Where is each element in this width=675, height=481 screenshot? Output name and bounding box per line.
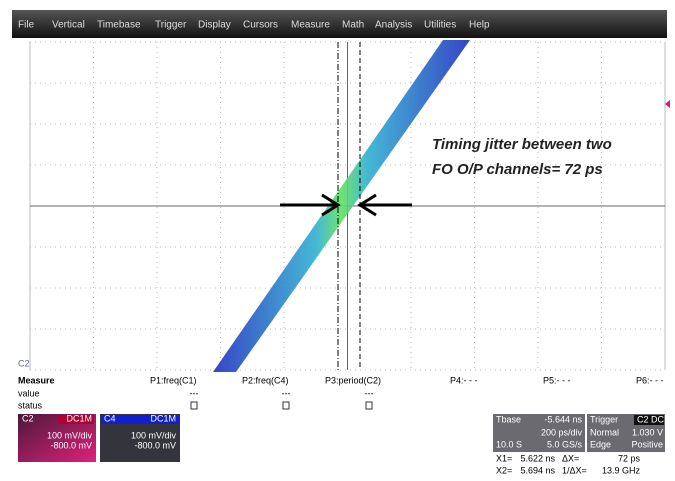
coupling: DC <box>651 414 664 424</box>
param-value: --- <box>365 388 374 398</box>
measure-title: Measure <box>18 375 55 385</box>
delay: -5.644 ns <box>544 414 582 424</box>
slope: Positive <box>631 439 663 449</box>
menu-item[interactable]: Cursors <box>243 20 278 31</box>
row-label: value <box>18 388 40 398</box>
menu-item[interactable]: Display <box>198 20 231 31</box>
scope-screen: File Vertical Timebase Trigger Display Cursor… <box>0 0 675 481</box>
menu-item[interactable]: Trigger <box>155 20 187 31</box>
level: 1.030 V <box>632 427 663 437</box>
cursor-value: 5.622 ns <box>520 453 555 463</box>
menu-item[interactable]: Math <box>342 20 364 31</box>
scale: 100 mV/div <box>47 430 93 440</box>
cursor-label: 1/ΔX= <box>562 465 587 475</box>
param-label[interactable]: P1:freq(C1) <box>150 375 197 385</box>
label: Trigger <box>590 414 618 424</box>
menu-item[interactable]: Analysis <box>375 20 412 31</box>
menu-item[interactable]: File <box>18 20 35 31</box>
row-label: status <box>18 400 43 410</box>
cursor-value: 13.9 GHz <box>602 465 641 475</box>
status-icon <box>283 402 289 409</box>
menu-item[interactable]: Utilities <box>424 20 456 31</box>
channel-marker: C2 <box>18 358 30 368</box>
samples: 10.0 S <box>496 439 522 449</box>
source: C2 <box>637 414 649 424</box>
offset: -800.0 mV <box>134 440 176 450</box>
annotation: FO O/P channels= 72 ps <box>432 161 603 178</box>
menu-item[interactable]: Timebase <box>97 20 141 31</box>
coupling: DC1M <box>150 413 176 423</box>
cursor-label: X1= <box>496 453 512 463</box>
annotation: Timing jitter between two <box>432 136 612 153</box>
param-value: --- <box>190 388 199 398</box>
type: Edge <box>590 439 611 449</box>
param-label[interactable]: P5:- - - <box>543 375 571 385</box>
offset: -800.0 mV <box>50 440 92 450</box>
cursor-value: 72 ps <box>618 453 641 463</box>
menu-item[interactable]: Help <box>469 20 490 31</box>
menu-item[interactable]: Measure <box>291 20 330 31</box>
cursor-value: 5.694 ns <box>520 465 555 475</box>
trigger-marker <box>665 100 670 108</box>
param-label[interactable]: P3:period(C2) <box>325 375 381 385</box>
scale: 200 ps/div <box>541 427 583 437</box>
cursor-label: X2= <box>496 465 512 475</box>
menu-item[interactable]: Vertical <box>52 20 85 31</box>
rate: 5.0 GS/s <box>547 439 583 449</box>
param-label[interactable]: P2:freq(C4) <box>242 375 289 385</box>
status-icon <box>191 402 197 409</box>
coupling: DC1M <box>66 413 92 423</box>
status-icon <box>366 402 372 409</box>
param-label[interactable]: P4:- - - <box>450 375 478 385</box>
param-value: --- <box>282 388 291 398</box>
cursor-label: ΔX= <box>562 453 579 463</box>
channel-name: C4 <box>104 413 116 423</box>
param-label[interactable]: P6:- - - <box>636 375 664 385</box>
mode: Normal <box>590 427 619 437</box>
channel-name: C2 <box>22 413 34 423</box>
scale: 100 mV/div <box>131 430 177 440</box>
label: Tbase <box>496 414 521 424</box>
